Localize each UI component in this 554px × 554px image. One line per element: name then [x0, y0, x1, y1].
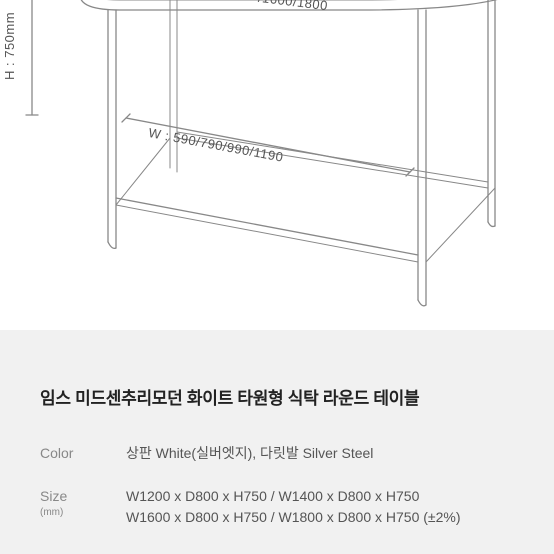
- dimension-diagram: H : 750mm /1600/1800 W : 590/790/990/119…: [0, 0, 554, 330]
- table-line-drawing: [0, 0, 554, 330]
- spec-label-size: Size (mm): [40, 486, 126, 528]
- spec-row-size: Size (mm) W1200 x D800 x H750 / W1400 x …: [40, 486, 514, 528]
- product-title: 임스 미드센추리모던 화이트 타원형 식탁 라운드 테이블: [40, 384, 514, 409]
- spec-value-color: 상판 White(실버엣지), 다릿발 Silver Steel: [126, 443, 373, 464]
- height-dimension-label: H : 750mm: [2, 12, 17, 80]
- spec-info-panel: 임스 미드센추리모던 화이트 타원형 식탁 라운드 테이블 Color 상판 W…: [0, 330, 554, 554]
- spec-label-color: Color: [40, 443, 126, 464]
- spec-value-size: W1200 x D800 x H750 / W1400 x D800 x H75…: [126, 486, 461, 528]
- spec-row-color: Color 상판 White(실버엣지), 다릿발 Silver Steel: [40, 443, 514, 464]
